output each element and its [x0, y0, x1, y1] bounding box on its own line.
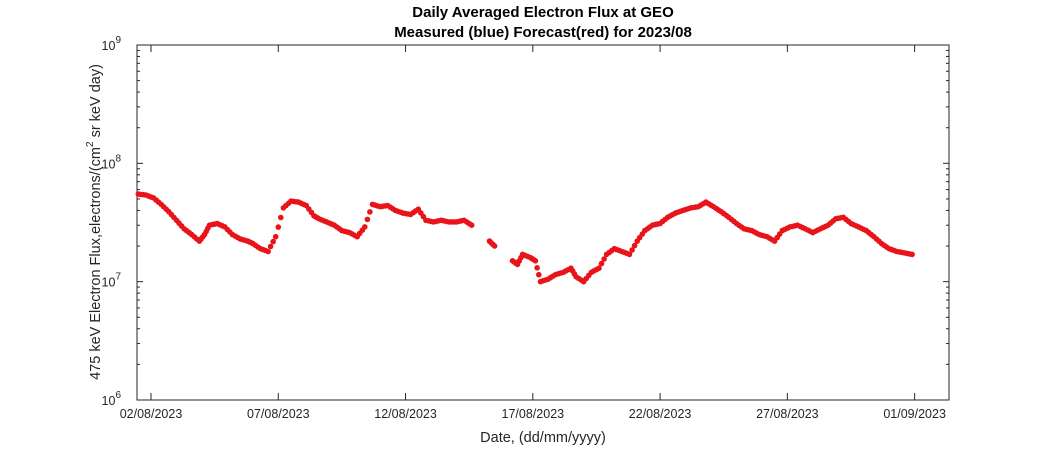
data-point-fill — [267, 243, 274, 250]
y-tick-exponent: 7 — [115, 272, 121, 283]
x-tick-label: 22/08/2023 — [629, 407, 692, 421]
data-point-fill — [270, 238, 277, 245]
y-tick-base: 10 — [102, 39, 116, 53]
data-point — [272, 233, 279, 240]
y-tick-base: 10 — [102, 394, 116, 408]
y-tick-base: 10 — [102, 276, 116, 290]
x-tick-label: 12/08/2023 — [374, 407, 437, 421]
x-tick-label: 17/08/2023 — [502, 407, 565, 421]
y-tick-exponent: 9 — [115, 35, 121, 46]
data-point — [909, 251, 915, 258]
plot-area — [136, 44, 950, 401]
y-tick-label: 106 — [102, 390, 122, 408]
y-tick-label: 108 — [102, 153, 122, 171]
data-point — [596, 265, 602, 272]
data-point — [468, 222, 475, 228]
data-point-fill — [598, 260, 605, 267]
x-tick-label: 02/08/2023 — [120, 407, 183, 421]
x-tick-label: 07/08/2023 — [247, 407, 310, 421]
y-tick-label: 109 — [102, 35, 122, 53]
x-axis: 02/08/2023 07/08/2023 12/08/2023 17/08/2023… — [120, 45, 946, 421]
data-point-fill — [631, 242, 638, 249]
data-points — [135, 191, 915, 285]
data-point-fill — [536, 271, 542, 278]
y-axis-label-superscript: 2 — [85, 141, 96, 147]
chart-subtitle: Measured (blue) Forecast(red) for 2023/0… — [394, 24, 692, 41]
data-point-fill — [534, 265, 540, 271]
data-point-fill — [278, 214, 284, 221]
data-point-fill — [601, 256, 607, 262]
x-axis-label: Date, (dd/mm/yyyy) — [480, 430, 606, 446]
y-axis-label: 475 keV Electron Flux,electrons/(cm2 sr … — [85, 64, 104, 380]
data-point — [626, 251, 633, 258]
data-point — [362, 224, 368, 230]
x-tick-label: 27/08/2023 — [756, 407, 819, 421]
y-axis-label-tail: sr keV day) — [88, 64, 104, 141]
data-point — [265, 248, 271, 255]
y-tick-exponent: 8 — [115, 153, 121, 164]
y-tick-base: 10 — [102, 157, 116, 171]
data-point-fill — [629, 247, 635, 253]
y-axis-label-main: 475 keV Electron Flux,electrons/(cm — [88, 147, 104, 380]
data-point — [491, 243, 498, 249]
data-point-fill — [367, 209, 373, 215]
chart-title: Daily Averaged Electron Flux at GEO — [412, 4, 674, 21]
data-point-fill — [275, 224, 282, 230]
data-point — [532, 258, 539, 264]
x-tick-label: 01/09/2023 — [883, 407, 946, 421]
data-point-fill — [364, 216, 371, 223]
y-tick-exponent: 6 — [115, 390, 121, 401]
y-tick-label: 107 — [102, 272, 122, 290]
